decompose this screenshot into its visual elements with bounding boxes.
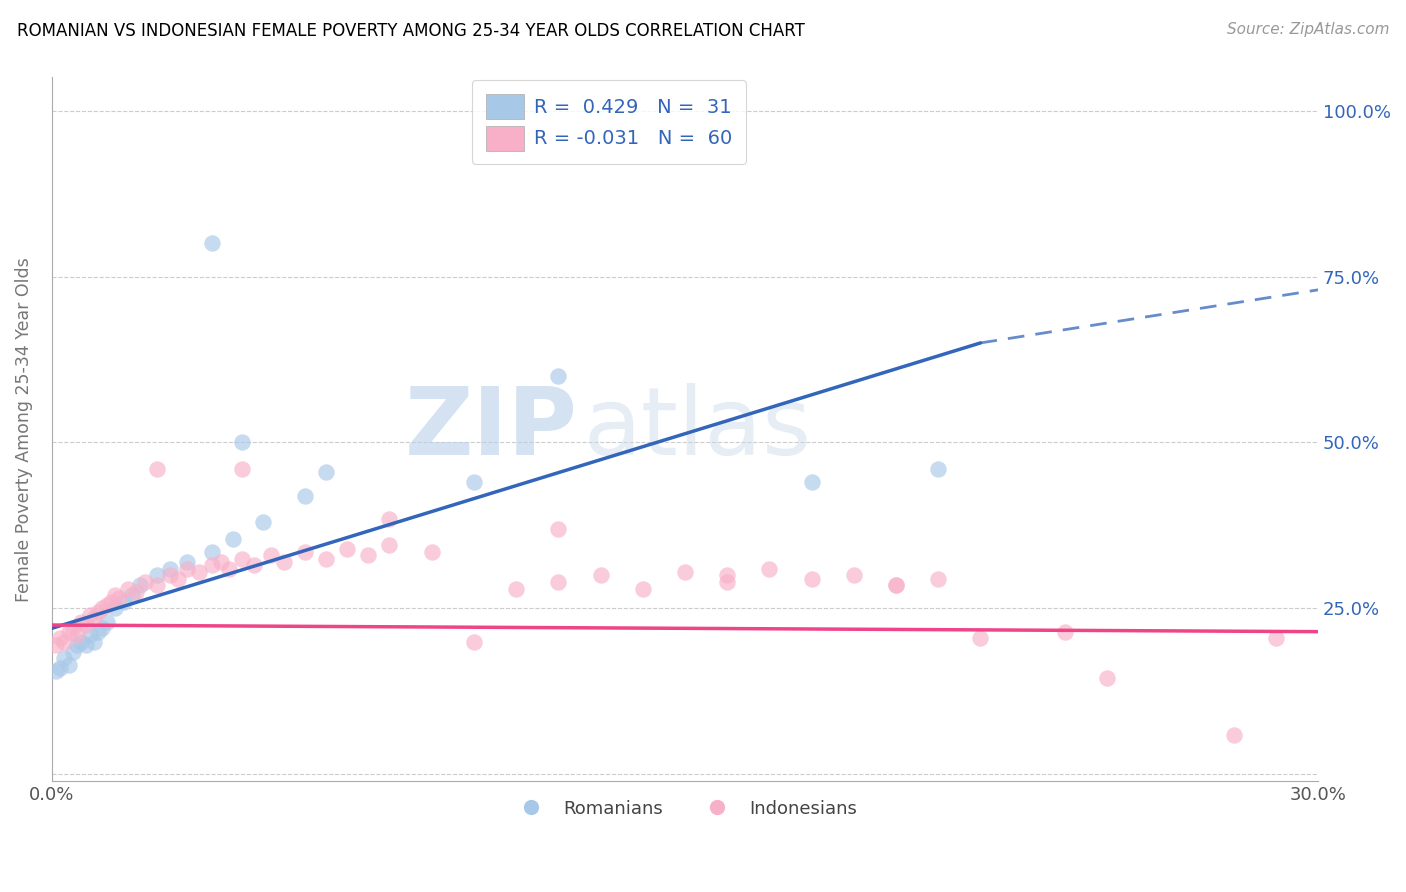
Point (1222, 727, 1244, 741)
Point (222, 532, 245, 546)
Point (357, 549, 380, 563)
Point (62, 644, 84, 658)
Point (260, 549, 283, 563)
Point (70, 634, 93, 648)
Point (58, 657, 80, 672)
Point (45, 638, 67, 652)
Point (1053, 624, 1076, 639)
Point (463, 634, 485, 648)
Point (146, 578, 169, 592)
Point (134, 574, 156, 589)
Point (188, 565, 211, 579)
Point (800, 572, 823, 586)
Point (927, 462, 949, 476)
Point (1095, 671, 1118, 685)
Point (463, 475, 485, 490)
Point (96, 598, 118, 612)
Point (91, 621, 114, 635)
Point (167, 572, 190, 586)
Text: ZIP: ZIP (405, 384, 578, 475)
Point (231, 462, 253, 476)
Point (66, 638, 89, 652)
Point (884, 578, 907, 592)
Text: atlas: atlas (583, 384, 811, 475)
Point (420, 545, 443, 559)
Point (294, 545, 316, 559)
Point (201, 558, 224, 573)
Point (83, 611, 105, 625)
Point (589, 568, 612, 582)
Point (96, 615, 118, 629)
Point (49, 661, 72, 675)
Point (108, 591, 131, 606)
Point (176, 555, 198, 569)
Point (112, 595, 135, 609)
Point (117, 582, 139, 596)
Point (87, 605, 110, 619)
Point (547, 574, 569, 589)
Point (159, 568, 181, 582)
Point (273, 555, 295, 569)
Point (75, 618, 97, 632)
Point (201, 236, 224, 251)
Point (231, 551, 253, 566)
Point (243, 558, 266, 573)
Point (53, 651, 76, 665)
Point (58, 624, 80, 639)
Point (146, 568, 169, 582)
Point (547, 369, 569, 384)
Point (104, 601, 127, 615)
Point (842, 568, 865, 582)
Point (83, 634, 105, 648)
Point (209, 555, 232, 569)
Point (87, 624, 110, 639)
Point (336, 541, 359, 556)
Point (505, 582, 527, 596)
Point (252, 515, 274, 529)
Point (45, 665, 67, 679)
Point (49, 632, 72, 646)
Point (91, 601, 114, 615)
Point (716, 568, 738, 582)
Point (927, 572, 949, 586)
Point (315, 551, 337, 566)
Point (70, 615, 93, 629)
Point (969, 632, 991, 646)
Point (884, 578, 907, 592)
Point (75, 638, 97, 652)
Point (125, 584, 148, 599)
Point (631, 582, 654, 596)
Point (218, 561, 240, 575)
Point (378, 538, 401, 552)
Point (159, 561, 181, 575)
Point (121, 588, 143, 602)
Point (1264, 632, 1286, 646)
Point (231, 435, 253, 450)
Point (66, 628, 89, 642)
Point (79, 628, 101, 642)
Point (176, 561, 198, 575)
Point (146, 462, 169, 476)
Point (129, 578, 152, 592)
Point (547, 522, 569, 536)
Point (100, 595, 122, 609)
Point (79, 608, 101, 623)
Point (201, 545, 224, 559)
Text: ROMANIAN VS INDONESIAN FEMALE POVERTY AMONG 25-34 YEAR OLDS CORRELATION CHART: ROMANIAN VS INDONESIAN FEMALE POVERTY AM… (17, 22, 804, 40)
Point (800, 475, 823, 490)
Point (378, 512, 401, 526)
Point (53, 634, 76, 648)
Point (758, 561, 780, 575)
Legend: Romanians, Indonesians: Romanians, Indonesians (505, 792, 865, 825)
Point (673, 565, 696, 579)
Y-axis label: Female Poverty Among 25-34 Year Olds: Female Poverty Among 25-34 Year Olds (15, 257, 32, 601)
Text: Source: ZipAtlas.com: Source: ZipAtlas.com (1226, 22, 1389, 37)
Point (315, 466, 337, 480)
Point (716, 574, 738, 589)
Point (62, 621, 84, 635)
Point (294, 489, 316, 503)
Point (104, 588, 127, 602)
